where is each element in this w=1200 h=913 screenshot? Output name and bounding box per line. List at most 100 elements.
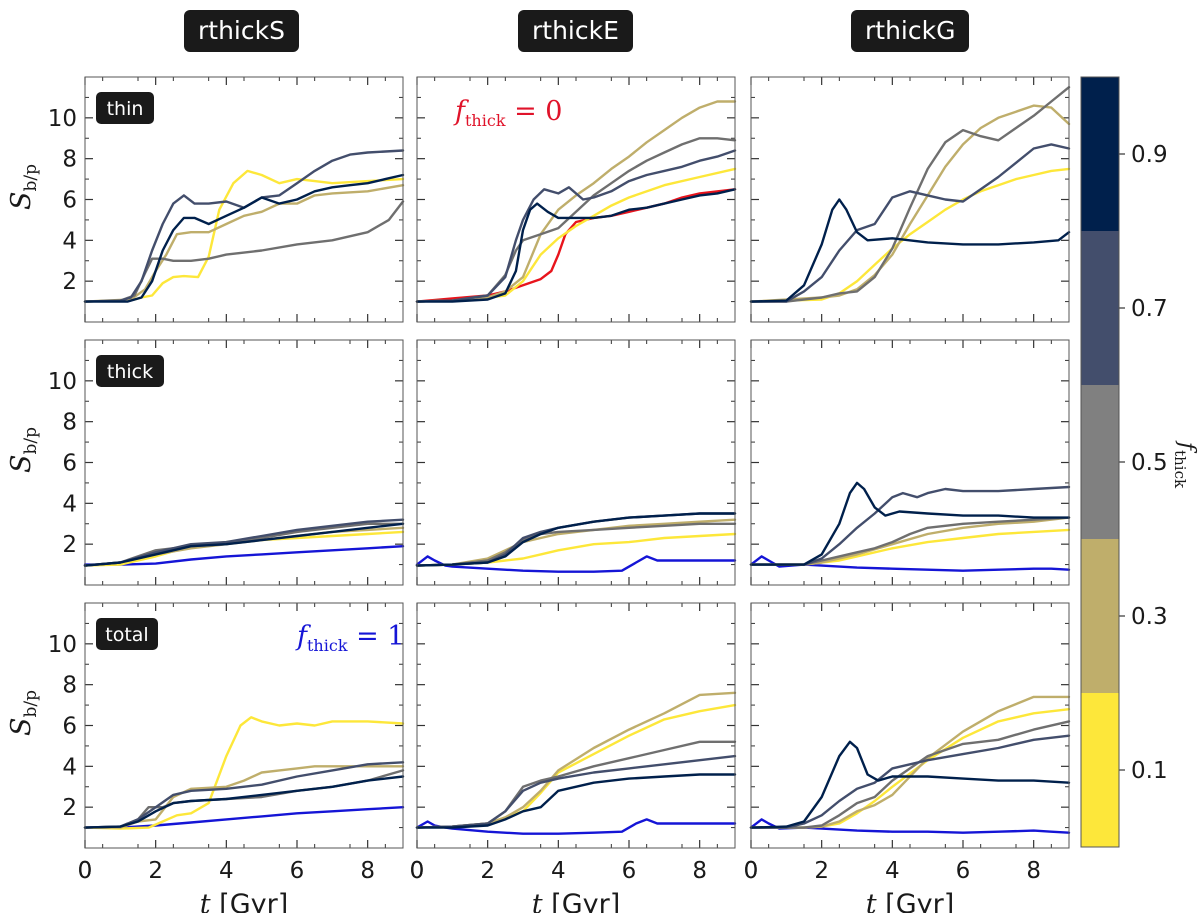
series-line-f09 [83,775,405,829]
y-axis-label-sub: b/p [21,427,41,455]
x-tick-label: 8 [1026,858,1041,884]
panel-thick-rthickG [749,339,1071,586]
series-line-f01 [415,167,737,303]
series-line-f03 [749,104,1071,303]
panel-total-rthickG: 0 2 4 6 80t [Gyr] [744,602,1071,913]
series-line-f09 [83,173,405,303]
panel-thick-rthickS: 2 4 6 8 10 Sb/p [6,339,405,586]
y-axis-label: Sb/p [6,427,41,473]
annotation-fthick0: fthick = 0 [453,96,562,130]
x-tick-label: 2 [814,858,829,884]
series-line-f05 [749,86,1071,303]
y-tick-label: 4 [62,491,77,517]
series-line-f09 [415,512,737,567]
x-tick-label: 0 [78,858,93,884]
plot-frame [84,602,404,849]
colorbar-tick-label: 0.3 [1131,604,1168,630]
x-tick-label: 0 [78,858,93,884]
y-tick-label: 8 [62,147,77,173]
panel-thick-rthickE [415,339,737,586]
y-axis-label-base: S [6,192,37,211]
series-line-f07 [83,149,405,303]
series-line-f03 [83,184,405,303]
x-tick-label: 2 [480,858,495,884]
series-line-f1 [749,818,1071,834]
colorbar-tick-label: 0.1 [1131,758,1168,784]
annotation-fthick1: fthick = 1 [295,621,404,655]
x-axis-label-var: t [866,889,877,913]
y-tick-label: 4 [62,754,77,780]
panel-total-rthickE: 0 2 4 6 80t [Gyr] [410,602,737,913]
y-tick-label: 10 [48,369,77,395]
series-line-f03 [415,100,737,303]
series-line-f03 [83,765,405,829]
y-tick-label: 2 [62,795,77,821]
series-line-f1 [415,555,737,573]
colorbar-label-sub: thick [1171,450,1189,489]
series-line-f05 [415,740,737,829]
colorbar-tick-label: 0.7 [1131,296,1168,322]
x-axis-label-var: t [200,889,211,913]
y-tick-label: 2 [62,532,77,558]
annotation-value: = 0 [506,96,563,127]
plot-frame [84,76,404,323]
plot-frame [750,76,1070,323]
x-axis-label: t [Gyr] [866,889,955,913]
y-axis-label: Sb/p [6,164,41,210]
x-tick-label: 4 [551,858,566,884]
x-axis-label-unit: [Gyr] [211,889,289,913]
colorbar-segment [1081,231,1119,385]
series-line-f01 [415,703,737,829]
column-title-rthickE: rthickE [518,10,633,52]
y-tick-label: 8 [62,673,77,699]
series-line-f07 [83,761,405,829]
series-line-f03 [415,518,737,567]
x-axis-label-unit: [Gyr] [877,889,955,913]
y-axis-label-base: S [6,718,37,737]
y-axis-label: Sb/p [6,690,41,736]
x-tick-label: 0 [410,858,425,884]
colorbar-frame [1080,76,1120,848]
panel-thin-rthickG [749,76,1071,323]
y-axis-label-base: S [6,455,37,474]
annotation-sub: thick [307,636,348,655]
y-tick-label: 4 [62,228,77,254]
series-line-f07 [749,734,1071,829]
y-tick-label: 6 [62,451,77,477]
series-line-f07 [749,485,1071,566]
series-line-f05 [749,720,1071,829]
series-line-f05 [415,522,737,567]
y-tick-label: 10 [48,632,77,658]
row-badge-label-total: total [105,624,148,646]
x-axis-label-var: t [532,889,543,913]
annotation-value: = 1 [348,621,405,652]
x-tick-label: 6 [956,858,971,884]
series-line-f1 [749,555,1071,572]
row-badge-label-thin: thin [107,98,144,120]
series-line-f1 [83,806,405,829]
y-tick-label: 6 [62,714,77,740]
colorbar-tick-label: 0.5 [1131,450,1168,476]
column-title-rthickS: rthickS [184,10,299,52]
series-line-f07 [415,149,737,303]
x-tick-label: 2 [148,858,163,884]
x-axis-label: t [Gyr] [532,889,621,913]
y-tick-label: 6 [62,188,77,214]
plot-frame [416,602,736,849]
y-axis-label-sub: b/p [21,164,41,192]
series-line-f09 [415,773,737,829]
annotation-sub: thick [465,111,506,130]
y-tick-label: 10 [48,106,77,132]
colorbar-tick-label: 0.9 [1131,142,1168,168]
row-badge-total [96,618,158,650]
series-line-f07 [749,143,1071,303]
series-line-f0 [415,188,737,303]
column-title-rthickG: rthickG [851,10,970,52]
x-tick-label: 0 [410,858,425,884]
panel-thin-rthickS: 2 4 6 8 10 Sb/p [6,76,405,323]
x-tick-label: 8 [360,858,375,884]
row-badge-thin [96,92,154,124]
series-line-f07 [415,754,737,829]
